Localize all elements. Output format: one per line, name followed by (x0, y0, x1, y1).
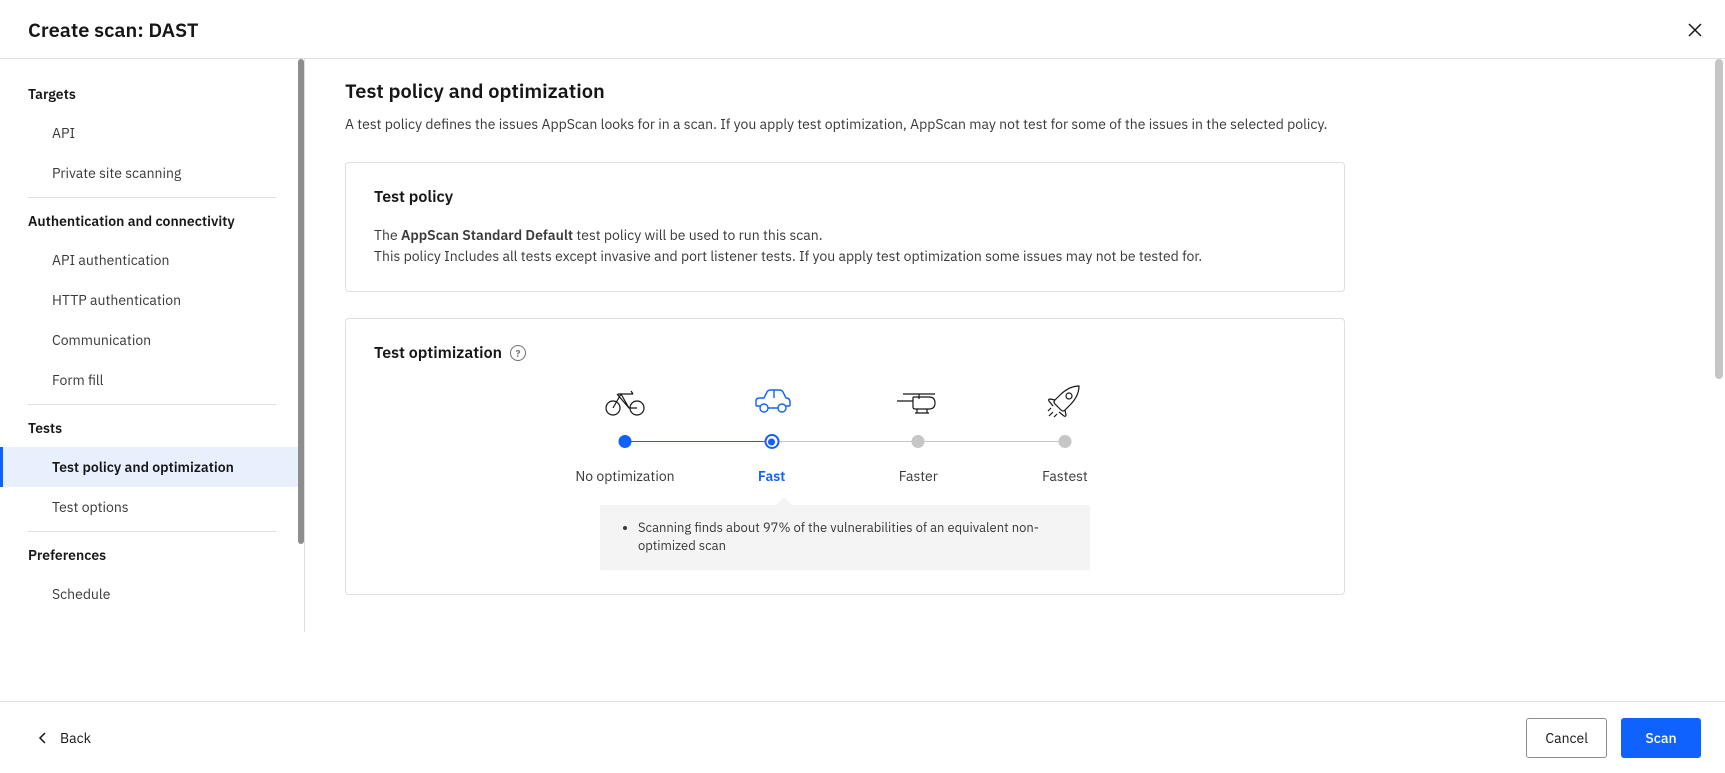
optimization-tooltip: Scanning finds about 97% of the vulnerab… (600, 505, 1090, 569)
divider (28, 404, 276, 405)
test-policy-text: The AppScan Standard Default test policy… (374, 225, 1316, 267)
sidebar: Targets API Private site scanning Authen… (0, 59, 305, 632)
optimization-slider[interactable]: No optimization Fast Faster Fastest Scan… (585, 383, 1105, 569)
cancel-button[interactable]: Cancel (1526, 718, 1607, 758)
sidebar-item-schedule[interactable]: Schedule (0, 574, 304, 614)
sidebar-item-api-authentication[interactable]: API authentication (0, 240, 304, 280)
bicycle-icon (585, 383, 665, 419)
slider-track[interactable] (625, 435, 1065, 449)
slider-dot-faster[interactable] (912, 435, 925, 448)
close-button[interactable] (1683, 18, 1707, 42)
policy-line1-suffix: test policy will be used to run this sca… (573, 226, 822, 244)
help-icon[interactable]: ? (510, 345, 526, 361)
rocket-icon (1025, 383, 1105, 419)
test-policy-card: Test policy The AppScan Standard Default… (345, 162, 1345, 292)
dialog-footer: Back Cancel Scan (0, 701, 1725, 773)
slider-dot-fast[interactable] (764, 434, 779, 449)
tooltip-bullet: Scanning finds about 97% of the vulnerab… (638, 519, 1070, 555)
close-icon (1687, 22, 1703, 38)
scan-button[interactable]: Scan (1621, 718, 1701, 758)
divider (28, 197, 276, 198)
main-content: Test policy and optimization A test poli… (305, 59, 1725, 632)
test-optimization-title: Test optimization ? (374, 343, 1316, 363)
slider-icons (585, 383, 1105, 419)
helicopter-icon (878, 383, 958, 419)
test-policy-title: Test policy (374, 187, 1316, 207)
sidebar-item-test-policy-optimization[interactable]: Test policy and optimization (0, 447, 304, 487)
slider-label-fast: Fast (712, 467, 832, 485)
slider-label-no-optimization: No optimization (565, 467, 685, 485)
optimization-slider-wrap: No optimization Fast Faster Fastest Scan… (374, 383, 1316, 569)
sidebar-item-form-fill[interactable]: Form fill (0, 360, 304, 400)
back-button[interactable]: Back (38, 729, 91, 747)
chevron-left-icon (38, 731, 48, 745)
section-tests: Tests (0, 409, 304, 447)
sidebar-scrollbar[interactable] (298, 59, 304, 544)
test-optimization-title-text: Test optimization (374, 343, 502, 363)
policy-name: AppScan Standard Default (401, 226, 573, 244)
policy-line2: This policy Includes all tests except in… (374, 247, 1202, 265)
slider-dot-fastest[interactable] (1059, 435, 1072, 448)
section-preferences: Preferences (0, 536, 304, 574)
divider (28, 531, 276, 532)
slider-label-faster: Faster (858, 467, 978, 485)
slider-dot-no-optimization[interactable] (619, 435, 632, 448)
dialog-title: Create scan: DAST (28, 16, 198, 43)
sidebar-item-api[interactable]: API (0, 113, 304, 153)
sidebar-item-http-authentication[interactable]: HTTP authentication (0, 280, 304, 320)
page-description: A test policy defines the issues AppScan… (345, 114, 1345, 134)
sidebar-item-communication[interactable]: Communication (0, 320, 304, 360)
test-optimization-card: Test optimization ? (345, 318, 1345, 594)
sidebar-item-private-site-scanning[interactable]: Private site scanning (0, 153, 304, 193)
section-auth: Authentication and connectivity (0, 202, 304, 240)
back-label: Back (60, 729, 91, 747)
dialog-header: Create scan: DAST (0, 0, 1725, 59)
section-targets: Targets (0, 75, 304, 113)
dialog-body: Targets API Private site scanning Authen… (0, 59, 1725, 632)
slider-label-fastest: Fastest (1005, 467, 1125, 485)
sidebar-item-test-options[interactable]: Test options (0, 487, 304, 527)
car-icon (732, 383, 812, 419)
main-scrollbar[interactable] (1715, 59, 1723, 379)
slider-labels: No optimization Fast Faster Fastest (585, 467, 1105, 485)
policy-line1-prefix: The (374, 226, 401, 244)
page-title: Test policy and optimization (345, 77, 1685, 104)
track-fill (625, 441, 772, 442)
